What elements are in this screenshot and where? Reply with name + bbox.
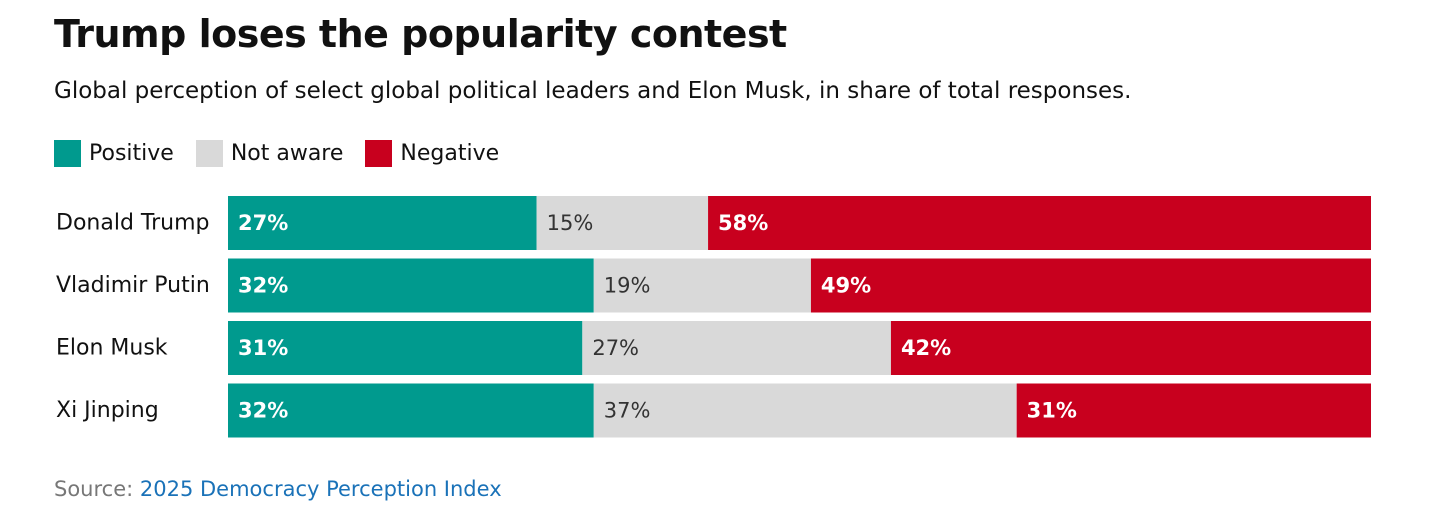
- category-label-xi-jinping: Xi Jinping: [56, 398, 159, 423]
- bar-negative-xi-jinping: [1016, 383, 1371, 438]
- legend-item-not-aware: Not aware: [195, 140, 344, 167]
- chart-title: Trump loses the popularity contest: [54, 12, 787, 56]
- legend-swatch-not-aware: [195, 140, 223, 167]
- source-line: Source: 2025 Democracy Perception Index: [54, 477, 502, 501]
- source-label: Source:: [54, 477, 134, 501]
- category-label-elon-musk: Elon Musk: [56, 336, 168, 361]
- bar-positive-donald-trump: [228, 196, 537, 250]
- stacked-bar-chart: Donald Trump 27% 15% 58% Vladimir Putin 32% 19…: [56, 196, 1371, 438]
- data-label-negative-donald-trump: 58%: [718, 211, 768, 235]
- data-label-positive-xi-jinping: 32%: [238, 399, 288, 423]
- bar-positive-vladimir-putin: [228, 258, 594, 313]
- bar-not-aware-xi-jinping: [593, 383, 1017, 438]
- data-label-negative-vladimir-putin: 49%: [821, 274, 871, 298]
- chart-subtitle: Global perception of select global polit…: [54, 78, 1132, 104]
- source-link[interactable]: 2025 Democracy Perception Index: [139, 477, 502, 501]
- bar-negative-elon-musk: [890, 321, 1371, 375]
- data-label-not-aware-xi-jinping: 37%: [604, 399, 651, 423]
- legend-label-negative: Negative: [400, 141, 500, 166]
- legend: Positive Not aware Negative: [54, 140, 521, 167]
- bar-negative-donald-trump: [708, 196, 1371, 250]
- data-label-not-aware-donald-trump: 15%: [547, 211, 594, 235]
- bar-not-aware-elon-musk: [582, 321, 891, 375]
- data-label-negative-xi-jinping: 31%: [1027, 399, 1077, 423]
- category-label-vladimir-putin: Vladimir Putin: [56, 273, 210, 298]
- bar-positive-xi-jinping: [228, 383, 594, 438]
- legend-swatch-negative: [365, 140, 393, 167]
- legend-label-not-aware: Not aware: [230, 141, 344, 166]
- data-label-not-aware-elon-musk: 27%: [592, 336, 639, 360]
- data-label-positive-elon-musk: 31%: [238, 336, 288, 360]
- bar-not-aware-donald-trump: [536, 196, 709, 250]
- bar-negative-vladimir-putin: [810, 258, 1371, 313]
- bar-not-aware-vladimir-putin: [593, 258, 811, 313]
- data-label-positive-vladimir-putin: 32%: [238, 274, 288, 298]
- data-label-not-aware-vladimir-putin: 19%: [604, 274, 651, 298]
- data-label-positive-donald-trump: 27%: [238, 211, 288, 235]
- data-label-negative-elon-musk: 42%: [901, 336, 951, 360]
- legend-item-positive: Positive: [54, 140, 174, 167]
- bar-positive-elon-musk: [228, 321, 583, 375]
- legend-label-positive: Positive: [89, 141, 174, 166]
- legend-item-negative: Negative: [365, 140, 499, 167]
- legend-swatch-positive: [54, 140, 81, 167]
- category-label-donald-trump: Donald Trump: [56, 211, 209, 236]
